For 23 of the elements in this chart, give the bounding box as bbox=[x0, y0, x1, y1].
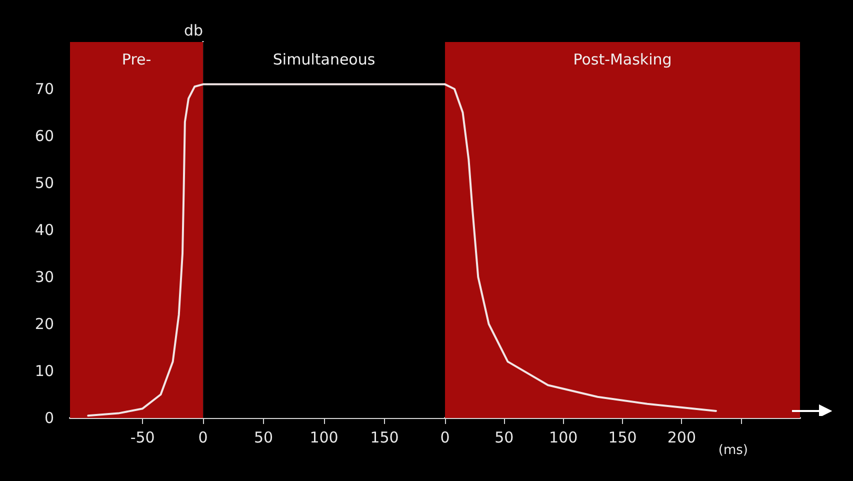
x-tick-label: 150 bbox=[608, 428, 637, 446]
band-label: Post-Masking bbox=[573, 50, 672, 68]
y-axis-title: db bbox=[184, 22, 204, 40]
x-tick-label: 50 bbox=[254, 428, 274, 446]
y-tick-label: 20 bbox=[34, 315, 54, 333]
x-tick-label: 50 bbox=[494, 428, 514, 446]
y-tick-label: 70 bbox=[34, 80, 54, 98]
y-tick-label: 10 bbox=[34, 362, 54, 380]
x-axis-title: (ms) bbox=[718, 443, 748, 458]
y-tick-label: 30 bbox=[34, 268, 54, 286]
y-tick-label: 0 bbox=[44, 409, 54, 427]
y-tick-label: 50 bbox=[34, 174, 54, 192]
x-tick-label: 0 bbox=[440, 428, 450, 446]
x-tick-label: 100 bbox=[310, 428, 338, 446]
x-tick-label: 100 bbox=[549, 428, 578, 446]
x-tick-label: -50 bbox=[130, 428, 155, 446]
x-tick-label: 0 bbox=[198, 428, 208, 446]
y-tick-label: 40 bbox=[34, 221, 54, 239]
x-tick-label: 200 bbox=[667, 428, 696, 446]
band-label: Simultaneous bbox=[272, 50, 376, 68]
y-tick-label: 60 bbox=[34, 127, 54, 145]
band-label: Pre- bbox=[122, 50, 152, 68]
x-tick-label: 150 bbox=[370, 428, 399, 446]
